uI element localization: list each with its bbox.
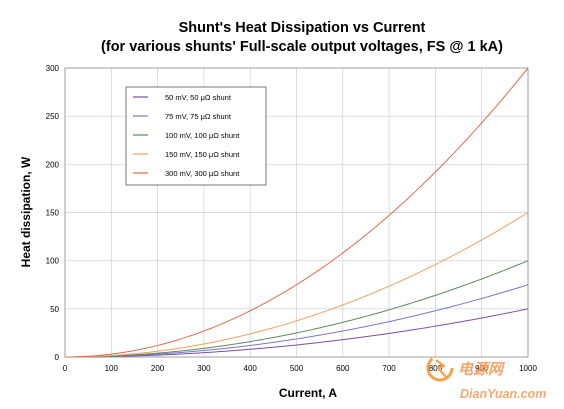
watermark-logo-text: 电源网: [458, 361, 506, 378]
series-layer: [64, 67, 529, 358]
x-tick-label: 0: [63, 364, 68, 373]
grid: [65, 68, 528, 357]
y-tick-label: 100: [46, 257, 60, 266]
legend-entry: 75 mV, 75 μΩ shunt: [165, 112, 232, 121]
x-tick-label: 400: [244, 364, 258, 373]
x-tick-label: 600: [336, 364, 350, 373]
x-tick-label: 700: [382, 364, 396, 373]
y-axis-label: Heat dissipation, W: [19, 156, 33, 267]
x-tick-label: 1000: [519, 364, 537, 373]
legend-entry: 100 mV, 100 μΩ shunt: [165, 131, 240, 140]
watermark-logo-icon: [426, 354, 454, 382]
x-tick-label: 100: [105, 364, 119, 373]
y-tick-label: 150: [46, 209, 60, 218]
watermark: 电源网 DianYuan.com: [426, 354, 546, 401]
series-line: [65, 308, 529, 358]
x-tick-label: 200: [151, 364, 165, 373]
y-tick-labels: 0 50 100 150 200 250 300: [46, 64, 60, 362]
legend-box: [125, 86, 267, 186]
x-tick-labels: 0 100 200 300 400 500 600 700 800 900 1000: [63, 364, 538, 373]
chart-title: Shunt's Heat Dissipation vs Current: [179, 20, 426, 36]
legend-entry: 150 mV, 150 μΩ shunt: [165, 150, 240, 159]
y-tick-label: 0: [55, 353, 60, 362]
legend-entry: 50 mV, 50 μΩ shunt: [165, 93, 232, 102]
series-line: [64, 67, 529, 358]
x-axis-label: Current, A: [279, 386, 338, 400]
series-line: [64, 212, 529, 358]
watermark-site-text: DianYuan.com: [460, 387, 546, 401]
chart-subtitle: (for various shunts' Full-scale output v…: [101, 39, 503, 55]
x-tick-label: 800: [429, 364, 443, 373]
y-tick-label: 250: [46, 112, 60, 121]
series-line: [64, 260, 529, 358]
y-tick-label: 50: [50, 305, 59, 314]
x-tick-label: 900: [475, 364, 489, 373]
series-line: [64, 284, 529, 358]
y-tick-label: 300: [46, 64, 60, 73]
legend: 50 mV, 50 μΩ shunt 75 mV, 75 μΩ shunt 100 …: [125, 86, 267, 186]
x-tick-label: 500: [290, 364, 304, 373]
legend-entry: 300 mV, 300 μΩ shunt: [165, 169, 240, 178]
x-tick-label: 300: [197, 364, 211, 373]
y-tick-label: 200: [46, 160, 60, 169]
